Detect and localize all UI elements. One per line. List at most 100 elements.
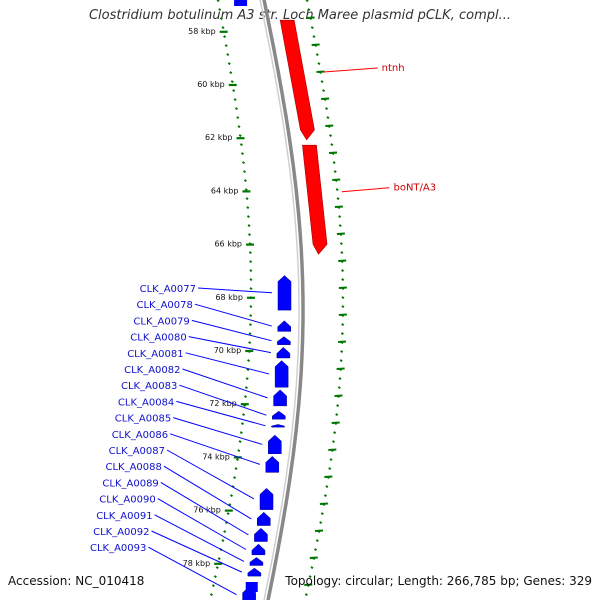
reverse-gene-clk_a0082[interactable] [273,389,287,407]
outer-major-tick [338,259,347,262]
tick-label: 68 kbp [215,293,243,302]
tick-label: 62 kbp [205,133,233,142]
outer-major-tick [338,286,347,289]
reverse-gene-leader [163,465,252,520]
reverse-gene-label[interactable]: CLK_A0084 [118,397,174,408]
reverse-gene-label[interactable]: CLK_A0092 [93,527,149,538]
outer-minor-tick [310,26,314,30]
reverse-gene-clk_a0092[interactable] [247,567,262,577]
backbone-inner [259,0,300,600]
outer-major-tick [336,367,345,370]
inner-minor-tick [232,89,236,93]
reverse-gene-clk_a0088[interactable] [257,511,271,526]
tick-label: 64 kbp [211,186,239,195]
inner-minor-tick [244,386,248,390]
tick-label: 66 kbp [214,240,242,249]
outer-minor-tick [310,566,314,570]
reverse-gene-clk_a0083[interactable] [272,410,286,420]
inner-minor-tick [246,215,250,219]
reverse-gene-fragment-bottom[interactable] [243,592,256,600]
outer-minor-tick [315,53,319,57]
reverse-gene-label[interactable]: CLK_A0081 [127,349,183,360]
reverse-gene-leader [182,368,268,399]
reverse-gene-clk_a0085[interactable] [268,434,282,454]
reverse-gene-leader [154,514,245,562]
inner-minor-tick [215,566,219,570]
outer-minor-tick [336,404,340,408]
reverse-gene-label[interactable]: CLK_A0086 [112,430,168,441]
reverse-gene-label[interactable]: CLK_A0079 [133,316,189,327]
forward-gene-ntnh[interactable] [279,19,315,141]
reverse-gene-clk_a0084[interactable] [271,424,285,428]
reverse-gene-label[interactable]: CLK_A0078 [136,300,192,311]
tick-label: 58 kbp [188,27,216,36]
reverse-gene-clk_a0081[interactable] [274,360,289,388]
inner-minor-tick [223,530,227,534]
outer-minor-tick [329,458,333,462]
reverse-gene-clk_a0089[interactable] [254,527,268,542]
outer-minor-tick [340,332,344,336]
inner-minor-tick [237,449,241,453]
tick-label: 70 kbp [214,346,242,355]
outer-minor-tick [329,134,333,138]
outer-major-tick [334,205,343,208]
reverse-gene-clk_a0077[interactable] [277,275,292,311]
reverse-gene-label[interactable]: CLK_A0080 [130,333,186,344]
inner-minor-tick [221,26,225,30]
reverse-gene-label[interactable]: CLK_A0085 [115,414,171,425]
outer-major-tick [319,502,328,505]
outer-major-tick [338,313,347,316]
reverse-gene-label[interactable]: CLK_A0077 [140,284,196,295]
reverse-gene-label[interactable]: CLK_A0088 [105,462,161,473]
reverse-gene-clk_a0087[interactable] [259,487,274,510]
reverse-gene-label[interactable]: CLK_A0093 [90,543,146,554]
reverse-gene-clk_a0086[interactable] [265,456,280,473]
reverse-gene-label[interactable]: CLK_A0087 [109,446,165,457]
inner-minor-tick [245,197,249,201]
reverse-gene-label[interactable]: CLK_A0083 [121,381,177,392]
forward-gene-leader [323,67,378,73]
outer-minor-tick [323,494,327,498]
inner-minor-tick [226,512,230,516]
reverse-gene-leader [179,384,267,416]
outer-minor-tick [322,89,326,93]
outer-minor-tick [338,224,342,228]
outer-minor-tick [341,278,345,282]
forward-gene-label[interactable]: ntnh [382,63,405,74]
reverse-gene-clk_a0091[interactable] [249,557,264,566]
inner-minor-tick [233,476,237,480]
outer-minor-tick [340,251,344,255]
forward-gene-bont-a3[interactable] [302,144,328,255]
outer-minor-tick [338,377,342,381]
outer-minor-tick [304,593,308,597]
inner-minor-tick [221,539,225,543]
outer-minor-tick [339,359,343,363]
reverse-gene-label[interactable]: CLK_A0089 [102,478,158,489]
reverse-gene-clk_a0079[interactable] [277,336,291,345]
reverse-gene-leader [191,319,272,342]
reverse-gene-label[interactable]: CLK_A0090 [99,495,155,506]
inner-minor-tick [242,161,246,165]
outer-minor-tick [341,305,345,309]
reverse-gene-fragment-bottom[interactable] [245,582,258,592]
reverse-gene-label[interactable]: CLK_A0091 [96,511,152,522]
reverse-gene-leader [148,546,237,596]
outer-minor-tick [305,0,309,3]
outer-minor-tick [337,386,341,390]
reverse-gene-leader [194,303,272,327]
outer-minor-tick [308,575,312,579]
reverse-gene-leader [185,352,270,375]
reverse-gene-label[interactable]: CLK_A0082 [124,365,180,376]
inner-minor-tick [248,341,252,345]
reverse-gene-clk_a0080[interactable] [276,346,291,359]
outer-minor-tick [320,512,324,516]
forward-gene-label[interactable]: boNT/A3 [393,183,436,194]
reverse-gene-clk_a0090[interactable] [251,543,266,556]
outer-major-tick [316,70,325,73]
reverse-gene-leader [151,530,243,573]
outer-major-tick [306,16,315,19]
reverse-gene-clk_a0078[interactable] [277,320,292,332]
reverse-gene-fragment-top[interactable] [234,0,248,6]
outer-major-tick [311,43,320,46]
